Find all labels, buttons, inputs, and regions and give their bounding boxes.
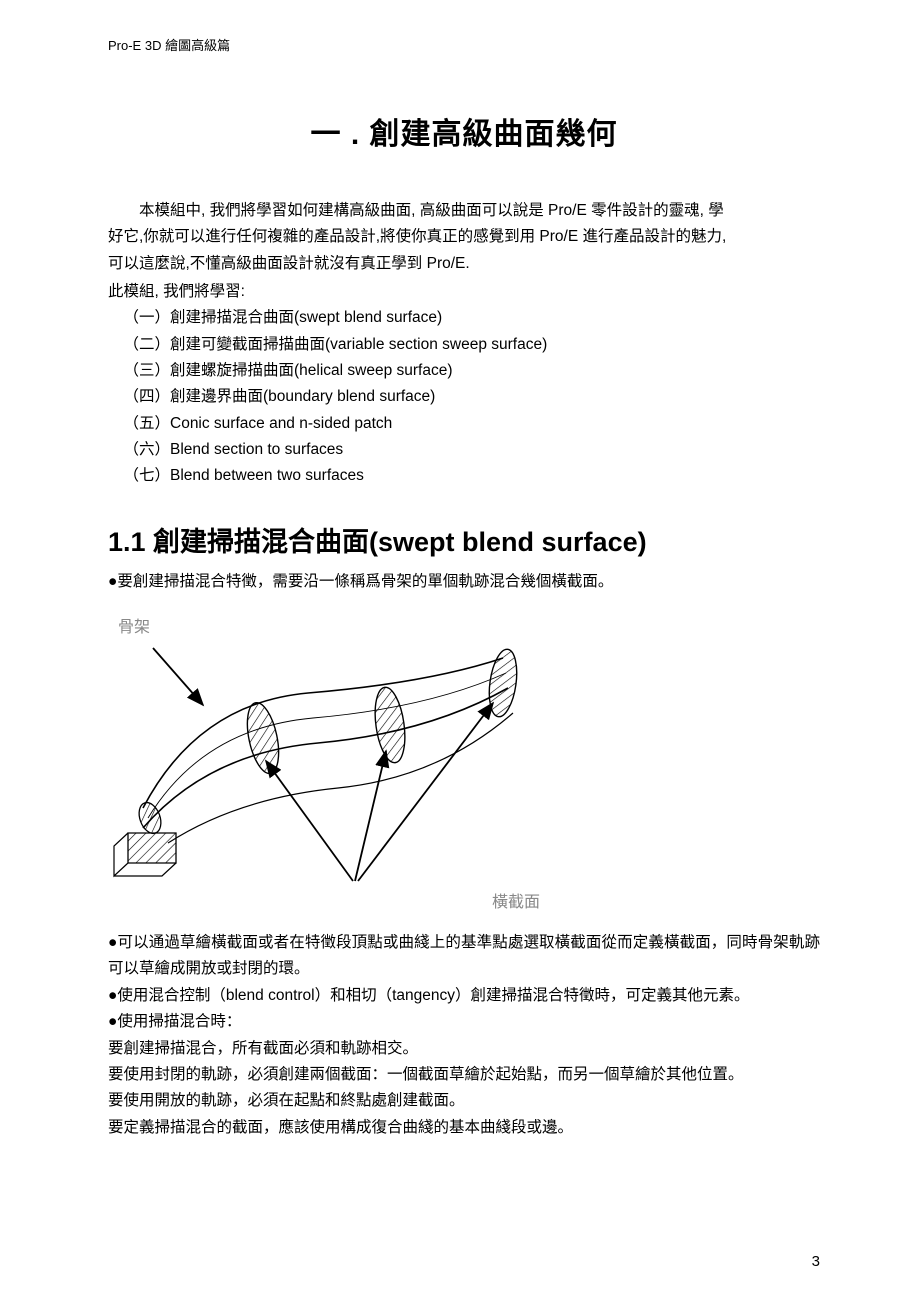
intro-line-2: 好它,你就可以進行任何複雜的產品設計,將使你真正的感覺到用 Pro/E 進行產品…	[108, 228, 726, 245]
para-3: 要使用開放的軌跡，必須在起點和終點處創建截面。	[108, 1088, 820, 1114]
list-item: （七）Blend between two surfaces	[108, 463, 820, 489]
bullet-2: ●可以通過草繪橫截面或者在特徵段頂點或曲綫上的基準點處選取橫截面從而定義橫截面，…	[108, 930, 820, 983]
section-title: 1.1 創建掃描混合曲面(swept blend surface)	[108, 520, 820, 559]
list-item: （三）創建螺旋掃描曲面(helical sweep surface)	[108, 358, 820, 384]
learn-list-label: 此模組, 我們將學習:	[108, 279, 820, 305]
swept-blend-diagram: 骨架 橫截面	[108, 613, 820, 912]
bullet-4: ●使用掃描混合時：	[108, 1009, 820, 1035]
list-item: （六）Blend section to surfaces	[108, 437, 820, 463]
para-4: 要定義掃描混合的截面，應該使用構成復合曲綫的基本曲綫段或邊。	[108, 1115, 820, 1141]
para-2: 要使用封閉的軌跡，必須創建兩個截面：一個截面草繪於起始點，而另一個草繪於其他位置…	[108, 1062, 820, 1088]
list-item: （五）Conic surface and n-sided patch	[108, 411, 820, 437]
diagram-label-section: 橫截面	[108, 888, 540, 912]
list-item: （二）創建可變截面掃描曲面(variable section sweep sur…	[108, 332, 820, 358]
bullet-1: ●要創建掃描混合特徵，需要沿一條稱爲骨架的單個軌跡混合幾個橫截面。	[108, 569, 820, 595]
list-item: （四）創建邊界曲面(boundary blend surface)	[108, 384, 820, 410]
page-header: Pro-E 3D 繪圖高級篇	[108, 35, 820, 54]
para-1: 要創建掃描混合，所有截面必須和軌跡相交。	[108, 1036, 820, 1062]
chapter-title: 一 . 創建高級曲面幾何	[108, 109, 820, 153]
intro-line-3: 可以這麼說,不懂高級曲面設計就沒有真正學到 Pro/E.	[108, 255, 470, 272]
intro-paragraph: 本模組中, 我們將學習如何建構高級曲面, 高級曲面可以說是 Pro/E 零件設計…	[108, 198, 820, 277]
bullet-3: ●使用混合控制（blend control）和相切（tangency）創建掃描混…	[108, 983, 820, 1009]
list-item: （一）創建掃描混合曲面(swept blend surface)	[108, 305, 820, 331]
intro-line-1: 本模組中, 我們將學習如何建構高級曲面, 高級曲面可以說是 Pro/E 零件設計…	[108, 198, 820, 224]
learn-list: （一）創建掃描混合曲面(swept blend surface) （二）創建可變…	[108, 305, 820, 489]
diagram-svg	[108, 633, 538, 898]
page-number: 3	[812, 1253, 820, 1270]
